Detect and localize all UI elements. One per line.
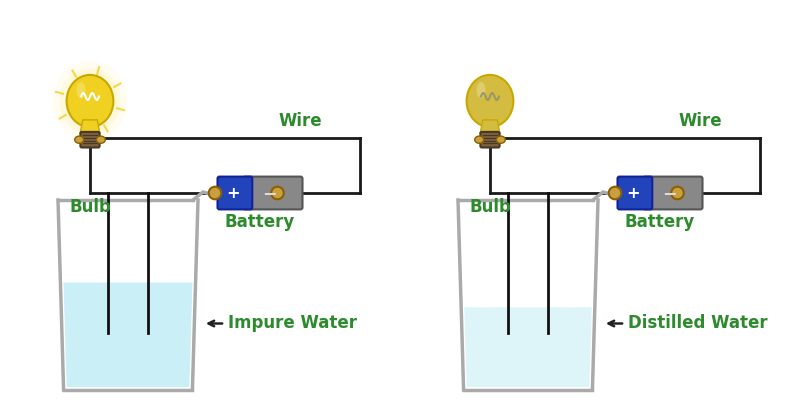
Polygon shape	[63, 282, 193, 387]
Circle shape	[671, 187, 684, 199]
Ellipse shape	[477, 82, 486, 98]
Text: Wire: Wire	[678, 112, 722, 130]
Text: Battery: Battery	[625, 213, 695, 231]
FancyBboxPatch shape	[243, 177, 302, 210]
Ellipse shape	[74, 136, 84, 143]
Polygon shape	[80, 120, 100, 133]
Ellipse shape	[66, 75, 114, 127]
Ellipse shape	[77, 82, 86, 98]
Circle shape	[609, 187, 622, 199]
FancyBboxPatch shape	[80, 132, 100, 148]
Text: Battery: Battery	[225, 213, 295, 231]
Text: Bulb: Bulb	[69, 198, 111, 216]
Text: Distilled Water: Distilled Water	[628, 314, 768, 332]
Ellipse shape	[53, 61, 127, 141]
Ellipse shape	[96, 136, 106, 143]
Ellipse shape	[466, 75, 514, 127]
Polygon shape	[464, 307, 592, 387]
Polygon shape	[480, 120, 500, 133]
Text: Impure Water: Impure Water	[228, 314, 357, 332]
FancyBboxPatch shape	[480, 132, 499, 148]
Text: Wire: Wire	[278, 112, 322, 130]
Text: +: +	[626, 186, 640, 200]
FancyBboxPatch shape	[218, 177, 252, 210]
Ellipse shape	[474, 136, 484, 143]
FancyBboxPatch shape	[643, 177, 702, 210]
Text: −: −	[662, 184, 677, 202]
FancyBboxPatch shape	[618, 177, 652, 210]
Ellipse shape	[496, 136, 506, 143]
Text: Bulb: Bulb	[469, 198, 511, 216]
Text: −: −	[262, 184, 277, 202]
Circle shape	[271, 187, 284, 199]
Text: +: +	[226, 186, 240, 200]
Circle shape	[209, 187, 222, 199]
Ellipse shape	[59, 68, 121, 134]
